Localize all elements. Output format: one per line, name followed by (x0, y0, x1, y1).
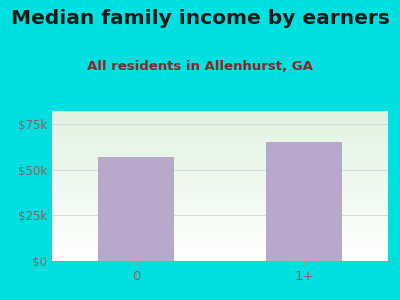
Bar (98, 157, 174, 261)
Text: Median family income by earners: Median family income by earners (10, 9, 390, 28)
Bar (266, 142, 342, 261)
Text: All residents in Allenhurst, GA: All residents in Allenhurst, GA (87, 60, 313, 73)
